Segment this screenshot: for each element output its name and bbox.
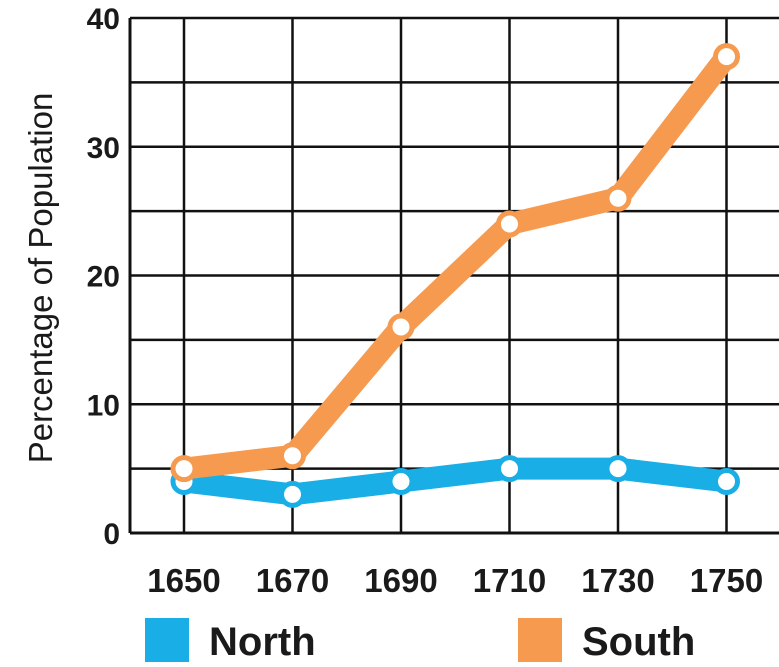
x-tick-label: 1670 [256,562,329,599]
data-point-north [387,468,415,495]
y-tick-label: 40 [87,3,120,36]
data-point-north [496,455,523,483]
series-line-north [173,457,738,506]
data-point-north [713,468,740,495]
x-tick-label: 1690 [364,562,437,599]
x-tick-label: 1650 [147,562,220,599]
legend-label-south: South [582,620,695,662]
data-point-north [604,455,632,483]
data-point-south [713,43,740,71]
grid [128,16,779,535]
series-south [170,43,740,483]
data-point-south [170,455,198,483]
data-point-north [279,480,306,508]
legend-swatch-south [518,618,562,662]
x-tick-label: 1710 [473,562,546,599]
series-layer [170,43,740,508]
y-axis-ticks: 0 10 20 30 40 [87,3,120,551]
legend-label-north: North [209,620,316,662]
data-point-south [604,184,632,212]
legend: North South [145,618,695,664]
x-axis-ticks: 1650 1670 1690 1710 1730 1750 [147,562,763,599]
x-tick-label: 1730 [581,562,654,599]
y-tick-label: 10 [87,389,120,422]
legend-swatch-north [145,618,189,662]
y-tick-label: 0 [103,518,120,551]
data-point-south [387,313,415,341]
x-tick-label: 1750 [690,562,763,599]
series-line-south [173,45,738,480]
data-point-south [279,442,306,470]
y-tick-label: 30 [87,132,120,165]
y-tick-label: 20 [87,261,120,294]
y-axis-label: Percentage of Population [22,93,59,464]
series-north [170,455,740,508]
data-point-south [496,210,523,238]
